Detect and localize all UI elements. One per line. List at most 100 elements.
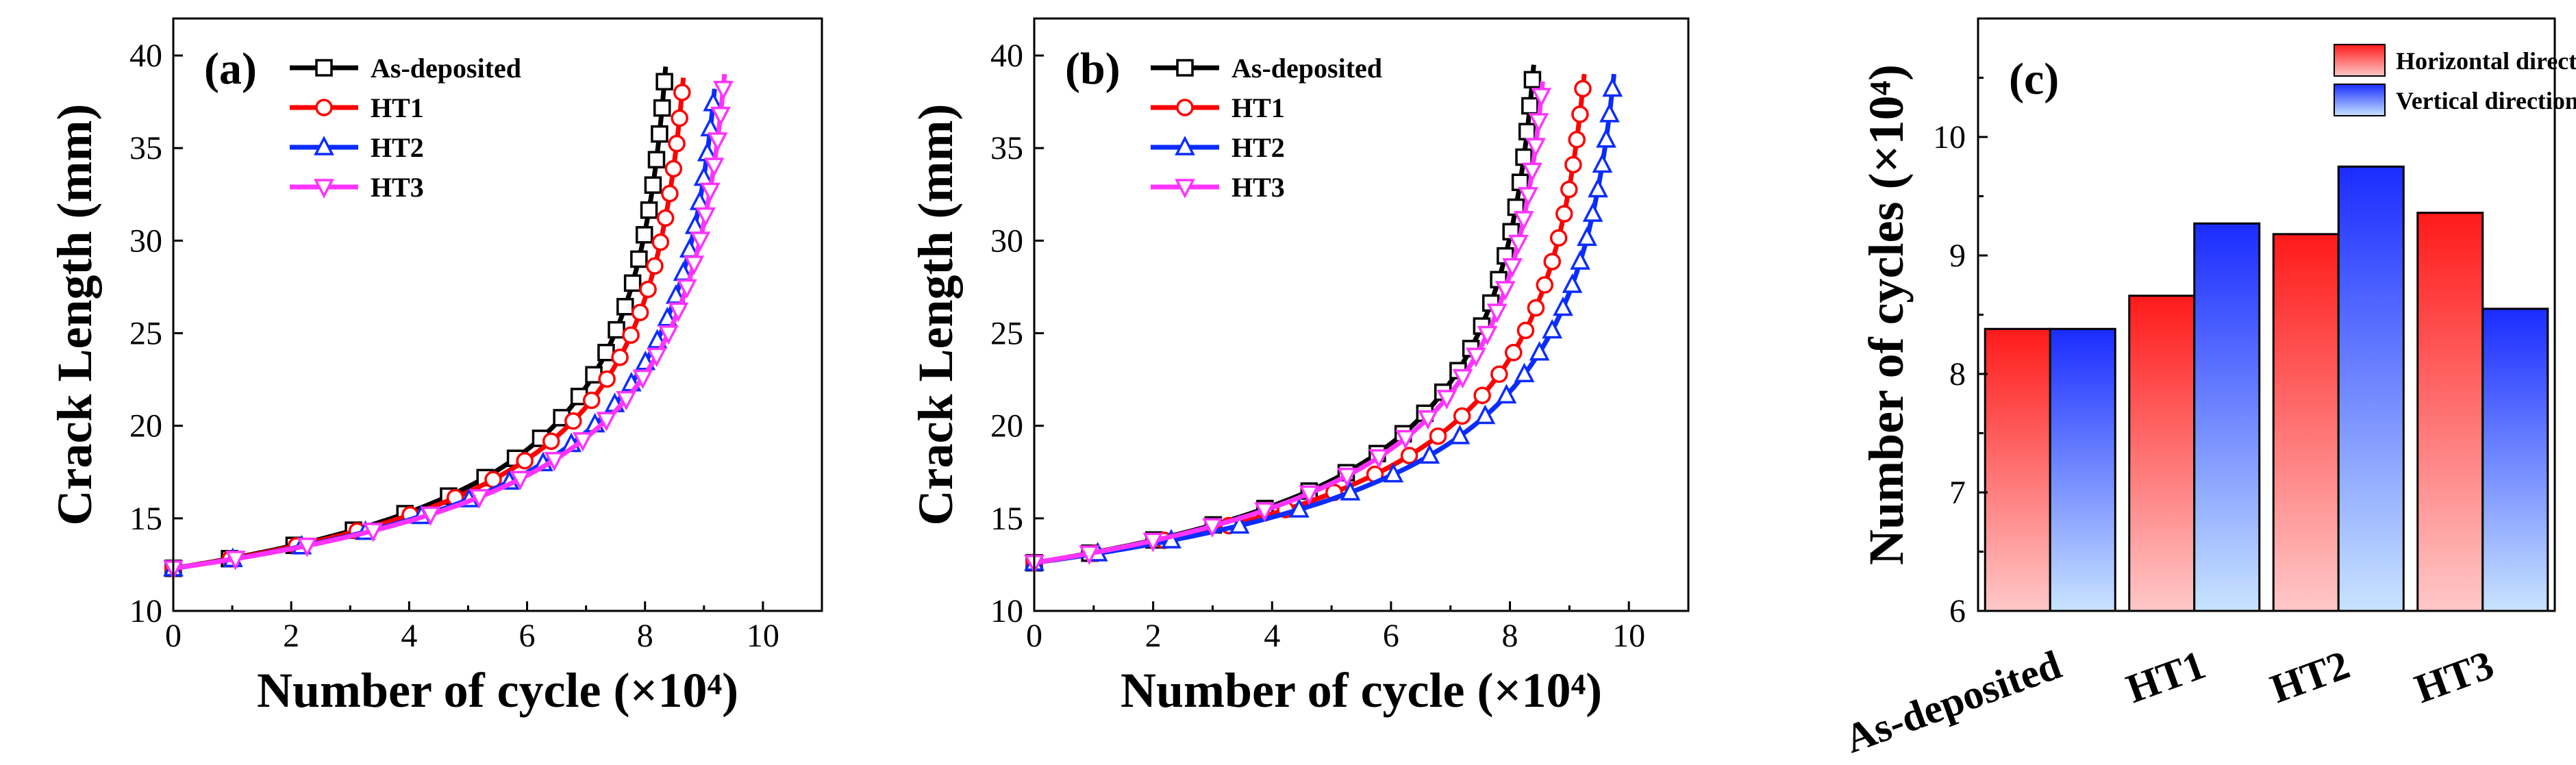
data-point [622,326,640,344]
data-point [1588,177,1608,198]
data-point [225,551,246,570]
y-tick-label: 35 [129,130,162,166]
x-tick-label: 4 [1264,618,1280,654]
data-point [1495,281,1516,301]
panel-label: (b) [1065,44,1121,94]
data-point [1599,103,1620,123]
data-point [1400,447,1418,464]
legend-marker [1176,99,1194,116]
data-point [1429,427,1447,445]
data-point [707,132,728,152]
data-point [1477,325,1498,346]
x-tick-label: 2 [1145,618,1162,654]
data-point [1383,462,1404,483]
data-point [668,302,689,323]
x-tick-label: 6 [1383,618,1399,654]
legend-label-as-deposited: As-deposited [1231,53,1382,84]
data-point [1395,429,1416,450]
plot-frame [1033,17,1690,612]
data-point [297,538,318,557]
y-tick-label: 30 [129,223,162,259]
data-point [1549,229,1568,247]
data-point [362,523,384,542]
data-point [1518,123,1536,140]
bar-vertical-direction-as-deposited [2049,327,2116,612]
y-tick-label: 15 [990,501,1023,537]
data-point [1562,273,1583,293]
x-tick-label: 4 [401,618,417,654]
data-point [1254,502,1275,522]
legend-marker [314,179,334,199]
x-axis-title: Number of cycle (×10⁴) [1121,663,1602,718]
legend-label-ht2: HT2 [1231,132,1285,163]
data-point [1602,77,1623,97]
data-point [468,489,490,509]
data-point [630,250,648,268]
data-point [671,109,688,127]
data-point [1515,148,1533,166]
data-point [1514,362,1535,383]
data-point [1486,303,1508,323]
bar-vertical-direction-ht1 [2193,222,2261,612]
data-point [516,452,534,470]
data-point [661,184,679,203]
panel-a: 0 2 4 6 8 10 10 15 20 25 30 35 40 Number of cycle (×1… [47,17,823,718]
data-point [1473,386,1491,405]
x-tick-label: 0 [1026,618,1042,654]
data-point [1079,545,1100,565]
data-point [1516,321,1535,340]
data-point [1582,202,1603,222]
data-point [636,226,653,244]
data-point [1502,258,1523,278]
y-tick-label: 25 [990,316,1023,352]
legend-marker [315,99,333,116]
data-point [1536,276,1554,294]
data-point [1543,253,1561,271]
data-point [1531,88,1552,108]
data-point [572,432,593,452]
legend-label-as-deposited: As-deposited [371,53,521,84]
data-point [658,325,679,345]
data-point [1596,128,1616,148]
data-point [1505,344,1523,362]
data-point [1490,365,1508,384]
data-point [1508,234,1529,255]
data-point [1555,205,1573,223]
legend-label-ht1: HT1 [1231,92,1285,123]
legend-label-vertical-direction: Vertical direction [2396,87,2576,114]
data-point [1568,131,1586,149]
data-point [1574,79,1592,98]
category-label-ht1: HT1 [2121,642,2211,712]
data-point [1525,138,1546,158]
panel-label: (a) [204,44,257,94]
x-tick-label: 8 [637,618,653,654]
legend-swatch [2334,44,2386,77]
y-tick-label: 20 [129,408,162,444]
data-point [631,303,649,321]
data-point [1553,296,1573,316]
data-point [703,158,725,177]
data-point [639,280,657,299]
y-tick-label: 20 [990,408,1023,444]
bar-horizontal-direction-ht1 [2128,294,2196,612]
data-point [582,391,601,410]
data-point [1513,211,1534,231]
data-point [1419,444,1440,464]
data-point [1523,71,1542,89]
bar-horizontal-direction-ht2 [2272,233,2340,612]
y-tick-label: 10 [1933,119,1966,155]
data-point [1518,187,1539,207]
data-point [684,255,705,275]
data-point [664,160,683,178]
data-point [1453,407,1471,425]
x-tick-label: 2 [283,618,299,654]
legend: Horizontal direction Vertical direction [2334,44,2576,116]
bar-horizontal-direction-ht3 [2416,212,2484,612]
plot-frame [172,17,823,612]
data-point [632,369,653,390]
data-point [1466,347,1486,368]
x-tick-label: 10 [747,618,779,654]
legend-marker [1175,136,1195,155]
y-tick-label: 15 [129,501,162,537]
data-point [656,209,675,227]
